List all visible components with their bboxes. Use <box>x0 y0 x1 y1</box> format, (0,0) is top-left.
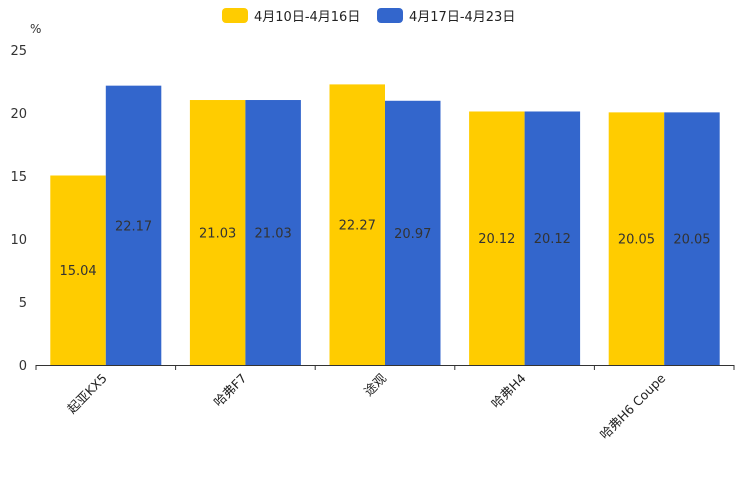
legend: 4月10日-4月16日 4月17日-4月23日 <box>222 8 515 25</box>
x-tick-label: 哈弗H6 Coupe <box>597 370 669 442</box>
data-label: 20.97 <box>394 227 431 242</box>
y-tick-label: 25 <box>10 44 27 59</box>
data-labels: 15.04 22.17 21.03 21.03 22.27 20.97 20.12 20.12… <box>59 219 710 280</box>
bar-1-2[interactable] <box>189 100 246 365</box>
x-tick-label: 哈弗F7 <box>211 371 250 410</box>
y-tick-label: 5 <box>19 296 27 311</box>
legend-label-1[interactable]: 4月10日-4月16日 <box>254 10 360 25</box>
y-tick-label: 10 <box>10 233 27 248</box>
x-tick-label: 起亚KX5 <box>64 371 110 417</box>
bar-1-1[interactable] <box>50 175 106 365</box>
bar-1-3[interactable] <box>329 84 386 365</box>
data-label: 21.03 <box>199 227 236 242</box>
data-label: 20.05 <box>618 233 655 248</box>
bar-2-5[interactable] <box>664 112 720 366</box>
bar-2-4[interactable] <box>524 111 581 365</box>
y-axis: 0 5 10 15 20 25 <box>10 44 27 374</box>
x-tick-label: 途观 <box>361 370 390 399</box>
x-axis: 起亚KX5 哈弗F7 途观 哈弗H4 哈弗H6 Coupe <box>35 365 735 442</box>
bars <box>50 84 720 366</box>
legend-label-2[interactable]: 4月17日-4月23日 <box>409 10 515 25</box>
data-label: 20.12 <box>478 232 515 247</box>
data-label: 20.12 <box>534 232 571 247</box>
y-tick-label: 20 <box>10 107 27 122</box>
x-tick-label: 哈弗H4 <box>488 370 529 411</box>
legend-swatch-2[interactable] <box>377 8 403 23</box>
y-tick-label: 15 <box>10 170 27 185</box>
legend-swatch-1[interactable] <box>222 8 248 23</box>
data-label: 15.04 <box>59 264 96 279</box>
data-label: 21.03 <box>255 227 292 242</box>
bar-2-2[interactable] <box>245 100 301 365</box>
data-label: 22.27 <box>339 219 376 234</box>
bar-2-1[interactable] <box>105 85 162 366</box>
bar-1-5[interactable] <box>608 112 665 366</box>
bar-1-4[interactable] <box>469 111 525 365</box>
y-tick-label: 0 <box>19 359 27 374</box>
data-label: 22.17 <box>115 219 152 234</box>
y-axis-unit-label: % <box>30 22 41 36</box>
bar-2-3[interactable] <box>385 100 441 365</box>
data-label: 20.05 <box>673 233 710 248</box>
